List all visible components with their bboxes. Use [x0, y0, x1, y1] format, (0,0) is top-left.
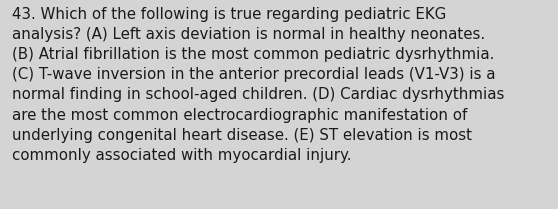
Text: 43. Which of the following is true regarding pediatric EKG
analysis? (A) Left ax: 43. Which of the following is true regar…: [12, 7, 504, 163]
